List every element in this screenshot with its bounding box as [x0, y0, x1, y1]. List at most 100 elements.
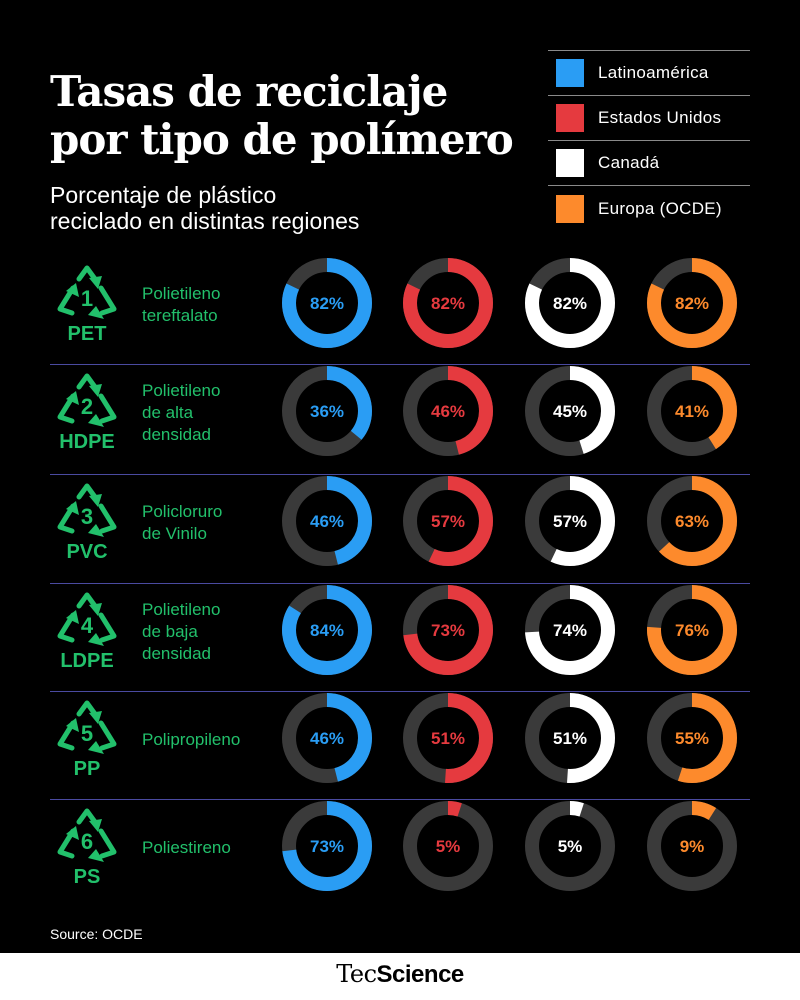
brand-logo: TecScience [0, 960, 800, 989]
legend: Latinoamérica Estados Unidos Canadá Europa … [548, 51, 750, 231]
polymer-abbreviation: PET [67, 323, 107, 345]
legend-label: Latinoamérica [598, 63, 709, 82]
donut-arc [403, 693, 493, 783]
polymer-row-ps: 6 PS Poliestireno 73% 5% 5% 9% [50, 800, 750, 920]
donut-value-label: 51% [553, 729, 587, 748]
polymer-name-line: de baja [142, 622, 198, 641]
donut-group: 84% 73% 74% 76% [282, 585, 737, 675]
resin-code-number: 6 [81, 829, 93, 854]
donut-arc [403, 258, 493, 348]
footer-bar [0, 953, 800, 1000]
donut-value-label: 46% [431, 402, 465, 421]
recycle-triangle-icon: 1 [57, 265, 117, 319]
donut-value-label: 5% [558, 837, 583, 856]
donut-arc [525, 693, 615, 783]
donut-value-label: 41% [675, 402, 709, 421]
polymer-name: Polipropileno [142, 729, 282, 751]
legend-item-2: Canadá [548, 141, 750, 186]
subtitle-line-2: reciclado en distintas regiones [50, 208, 360, 234]
donut-value-label: 57% [431, 512, 465, 531]
title-line-1: Tasas de reciclaje [50, 67, 448, 116]
recycle-triangle-icon: 2 [57, 373, 117, 427]
donut-arc [647, 476, 737, 566]
polymer-name-line: tereftalato [142, 306, 218, 325]
chart-subtitle: Porcentaje de plástico reciclado en dist… [50, 182, 480, 234]
donut-value-label: 57% [553, 512, 587, 531]
donut-arc [282, 801, 372, 891]
polymer-abbreviation: HDPE [59, 431, 115, 453]
polymer-row-ldpe: 4 LDPE Polietileno de baja densidad 84% 73% 74%… [50, 584, 750, 692]
legend-swatch [556, 149, 584, 177]
donut-value-label: 55% [675, 729, 709, 748]
donut-value-label: 82% [431, 294, 465, 313]
donut-value-label: 5% [436, 837, 461, 856]
donut-group: 73% 5% 5% 9% [282, 801, 737, 891]
brand-logo-part-2: Science [376, 961, 465, 988]
donut-arc [525, 476, 615, 566]
donut-arc [282, 258, 372, 348]
legend-label: Europa (OCDE) [598, 198, 722, 218]
donut-arc [282, 366, 372, 456]
recycle-triangle-icon: 5 [57, 700, 117, 754]
polymer-abbreviation: LDPE [60, 650, 114, 672]
resin-code-number: 4 [81, 613, 94, 638]
resin-code-number: 2 [81, 394, 93, 419]
resin-code-number: 1 [81, 286, 93, 311]
donut-value-label: 76% [675, 621, 709, 640]
donut-arc [282, 476, 372, 566]
legend-swatch [556, 104, 584, 132]
legend-item-1: Estados Unidos [548, 96, 750, 141]
source-note: Source: OCDE [50, 926, 143, 942]
donut-value-label: 74% [553, 621, 587, 640]
donut-value-label: 46% [310, 729, 344, 748]
donut-value-label: 51% [431, 729, 465, 748]
resin-code-number: 3 [81, 504, 93, 529]
polymer-row-pvc: 3 PVC Policloruro de Vinilo 46% 57% 57% 63% [50, 475, 750, 584]
donut-value-label: 82% [553, 294, 587, 313]
title-line-2: por tipo de polímero [50, 115, 514, 164]
legend-top-divider [548, 50, 750, 51]
donut-arc [525, 258, 615, 348]
polymer-row-pp: 5 PP Polipropileno 46% 51% 51% 55% [50, 692, 750, 800]
donut-arc [647, 585, 737, 675]
donut-arc [403, 585, 493, 675]
recycle-triangle-icon: 6 [57, 808, 117, 862]
donut-arc [525, 366, 615, 456]
donut-arc [647, 801, 737, 891]
donut-value-label: 9% [680, 837, 705, 856]
donut-value-label: 45% [553, 402, 587, 421]
polymer-name-line: densidad [142, 425, 212, 444]
polymer-name: Polietileno de alta densidad [142, 380, 282, 446]
polymer-name-line: Polietileno [142, 600, 221, 619]
legend-swatch [556, 59, 584, 87]
recycle-triangle-icon: 3 [57, 483, 117, 537]
donut-group: 82% 82% 82% 82% [282, 258, 737, 348]
donut-arc [647, 258, 737, 348]
donut-value-label: 82% [675, 294, 709, 313]
legend-swatch [556, 194, 584, 223]
polymer-name: Policloruro de Vinilo [142, 501, 282, 545]
resin-code-number: 5 [81, 721, 93, 746]
recycle-triangle-icon: 4 [57, 592, 117, 646]
donut-arc [282, 693, 372, 783]
donut-arc [282, 585, 372, 675]
polymer-name-line: Policloruro [142, 502, 223, 521]
polymer-name-line: de Vinilo [142, 524, 207, 543]
legend-label: Canadá [598, 153, 660, 172]
polymer-name-line: densidad [142, 644, 212, 663]
polymer-abbreviation: PVC [66, 541, 108, 563]
subtitle-line-1: Porcentaje de plástico [50, 182, 277, 208]
donut-arc [403, 801, 493, 891]
polymer-name: Poliestireno [142, 837, 282, 859]
polymer-name: Polietileno tereftalato [142, 283, 282, 327]
donut-arc [403, 366, 493, 456]
donut-arc [647, 693, 737, 783]
polymer-name-line: Polipropileno [142, 730, 241, 749]
polymer-name: Polietileno de baja densidad [142, 599, 282, 665]
donut-value-label: 84% [310, 621, 344, 640]
donut-value-label: 36% [310, 402, 344, 421]
chart-title: Tasas de reciclaje por tipo de polímero [50, 68, 540, 164]
polymer-name-line: Poliestireno [142, 838, 231, 857]
polymer-row-hdpe: 2 HDPE Polietileno de alta densidad 36% 46% 45%… [50, 365, 750, 475]
polymer-name-line: Polietileno [142, 284, 221, 303]
